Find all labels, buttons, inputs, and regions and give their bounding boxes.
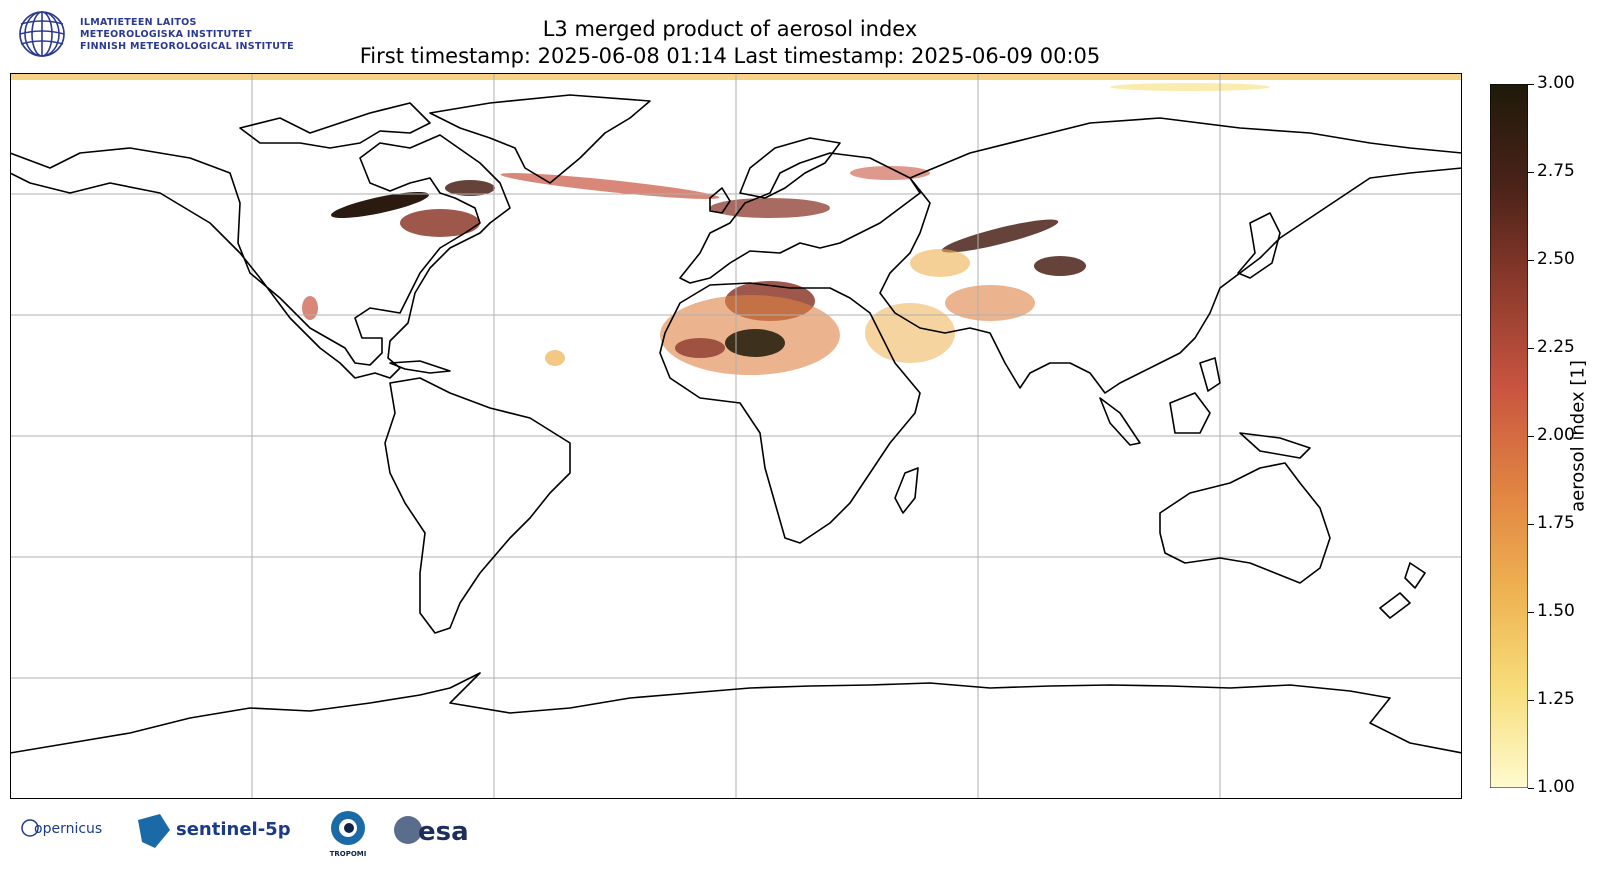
- coast-arctic-islands: [239, 102, 431, 149]
- fmi-name-fi: ILMATIETEEN LAITOS: [80, 17, 197, 28]
- fmi-institute-name: ILMATIETEEN LAITOS METEOROLOGISKA INSTIT…: [80, 17, 294, 53]
- colorbar-gradient: [1490, 84, 1528, 788]
- colorbar-tick-mark: [1528, 699, 1534, 701]
- colorbar-tick-label: 1.75: [1537, 513, 1575, 533]
- colorbar-tick-label: 2.25: [1537, 337, 1575, 357]
- colorbar-tick-label: 3.00: [1537, 73, 1575, 93]
- colorbar-tick-mark: [1528, 171, 1534, 173]
- coast-south-america: [384, 377, 571, 634]
- colorbar-tick-mark: [1528, 259, 1534, 261]
- plume-atlantic-tropic: [545, 350, 565, 366]
- map-title: L3 merged product of aerosol index First…: [0, 16, 1460, 70]
- plume-middle-east: [945, 285, 1035, 321]
- coast-new-zealand: [1379, 562, 1426, 619]
- plume-us-west: [302, 296, 318, 320]
- coast-scandinavia: [739, 137, 841, 199]
- esa-circle-icon: [394, 816, 422, 844]
- title-line-1: L3 merged product of aerosol index: [542, 17, 918, 41]
- plume-caspian: [910, 249, 970, 277]
- colorbar-tick-label: 2.75: [1537, 161, 1575, 181]
- plume-russia: [850, 166, 930, 180]
- map-frame: [10, 73, 1462, 799]
- plume-europe: [710, 198, 830, 218]
- coast-antarctica: [10, 672, 1462, 754]
- satellite-icon: [138, 814, 170, 848]
- sentinel-logo: sentinel-5p: [138, 814, 291, 848]
- colorbar-tick-mark: [1528, 347, 1534, 349]
- colorbar-tick-mark: [1528, 611, 1534, 613]
- coast-borneo: [1169, 392, 1211, 434]
- plume-west-africa: [675, 338, 725, 358]
- plume-canada-east: [400, 209, 480, 237]
- sentinel-text: sentinel-5p: [176, 819, 291, 840]
- tropomi-text: TROPOMI: [330, 850, 367, 858]
- plume-hudson: [445, 180, 495, 196]
- fmi-logo: [19, 11, 65, 57]
- plume-mongolia: [1034, 256, 1086, 276]
- world-map: [10, 73, 1462, 799]
- arctic-plume: [1110, 83, 1270, 91]
- coast-british-isles: [709, 187, 731, 214]
- colorbar-tick-label: 1.25: [1537, 689, 1575, 709]
- copernicus-ring-icon: [21, 819, 39, 837]
- plume-central-asia: [941, 219, 1059, 253]
- title-line-2: First timestamp: 2025-06-08 01:14 Last t…: [359, 44, 1101, 68]
- esa-logo: esa: [394, 816, 469, 847]
- colorbar-tick-mark: [1528, 787, 1534, 789]
- esa-text: esa: [418, 817, 469, 847]
- gridlines: [10, 73, 1462, 799]
- coastlines: [10, 94, 1462, 754]
- coast-new-guinea: [1239, 432, 1311, 459]
- coast-africa: [659, 282, 921, 544]
- coast-madagascar: [894, 467, 919, 514]
- colorbar-label: aerosol index [1]: [1567, 360, 1589, 512]
- coast-sumatra: [1099, 397, 1141, 446]
- colorbar-tick-label: 1.50: [1537, 601, 1575, 621]
- coast-greenland: [429, 94, 651, 184]
- coast-australia: [1159, 462, 1331, 584]
- plume-canada: [331, 191, 429, 219]
- tropomi-logo: TROPOMI: [330, 811, 367, 858]
- coast-philippines: [1199, 357, 1221, 392]
- colorbar-tick-label: 2.00: [1537, 425, 1575, 445]
- coast-cuba: [389, 360, 451, 374]
- coast-europe: [679, 152, 921, 284]
- coast-japan: [1237, 212, 1281, 279]
- colorbar-tick-label: 2.50: [1537, 249, 1575, 269]
- coast-asia: [879, 117, 1462, 394]
- colorbar-tick-mark: [1528, 523, 1534, 525]
- colorbar-tick-mark: [1528, 83, 1534, 85]
- coast-north-america: [10, 134, 511, 379]
- colorbar-tick-label: 1.00: [1537, 777, 1575, 797]
- fmi-name-en: FINNISH METEOROLOGICAL INSTITUTE: [80, 41, 294, 52]
- fmi-name-sv: METEOROLOGISKA INSTITUTET: [80, 29, 252, 40]
- plume-sahara-core: [725, 329, 785, 357]
- copernicus-text: opernicus: [34, 821, 102, 837]
- copernicus-logo: opernicus: [21, 819, 102, 837]
- partner-logos: opernicus sentinel-5p TROPOMI esa: [21, 811, 469, 858]
- colorbar: [1490, 84, 1528, 788]
- colorbar-tick-mark: [1528, 435, 1534, 437]
- fmi-globe-icon: [19, 11, 65, 57]
